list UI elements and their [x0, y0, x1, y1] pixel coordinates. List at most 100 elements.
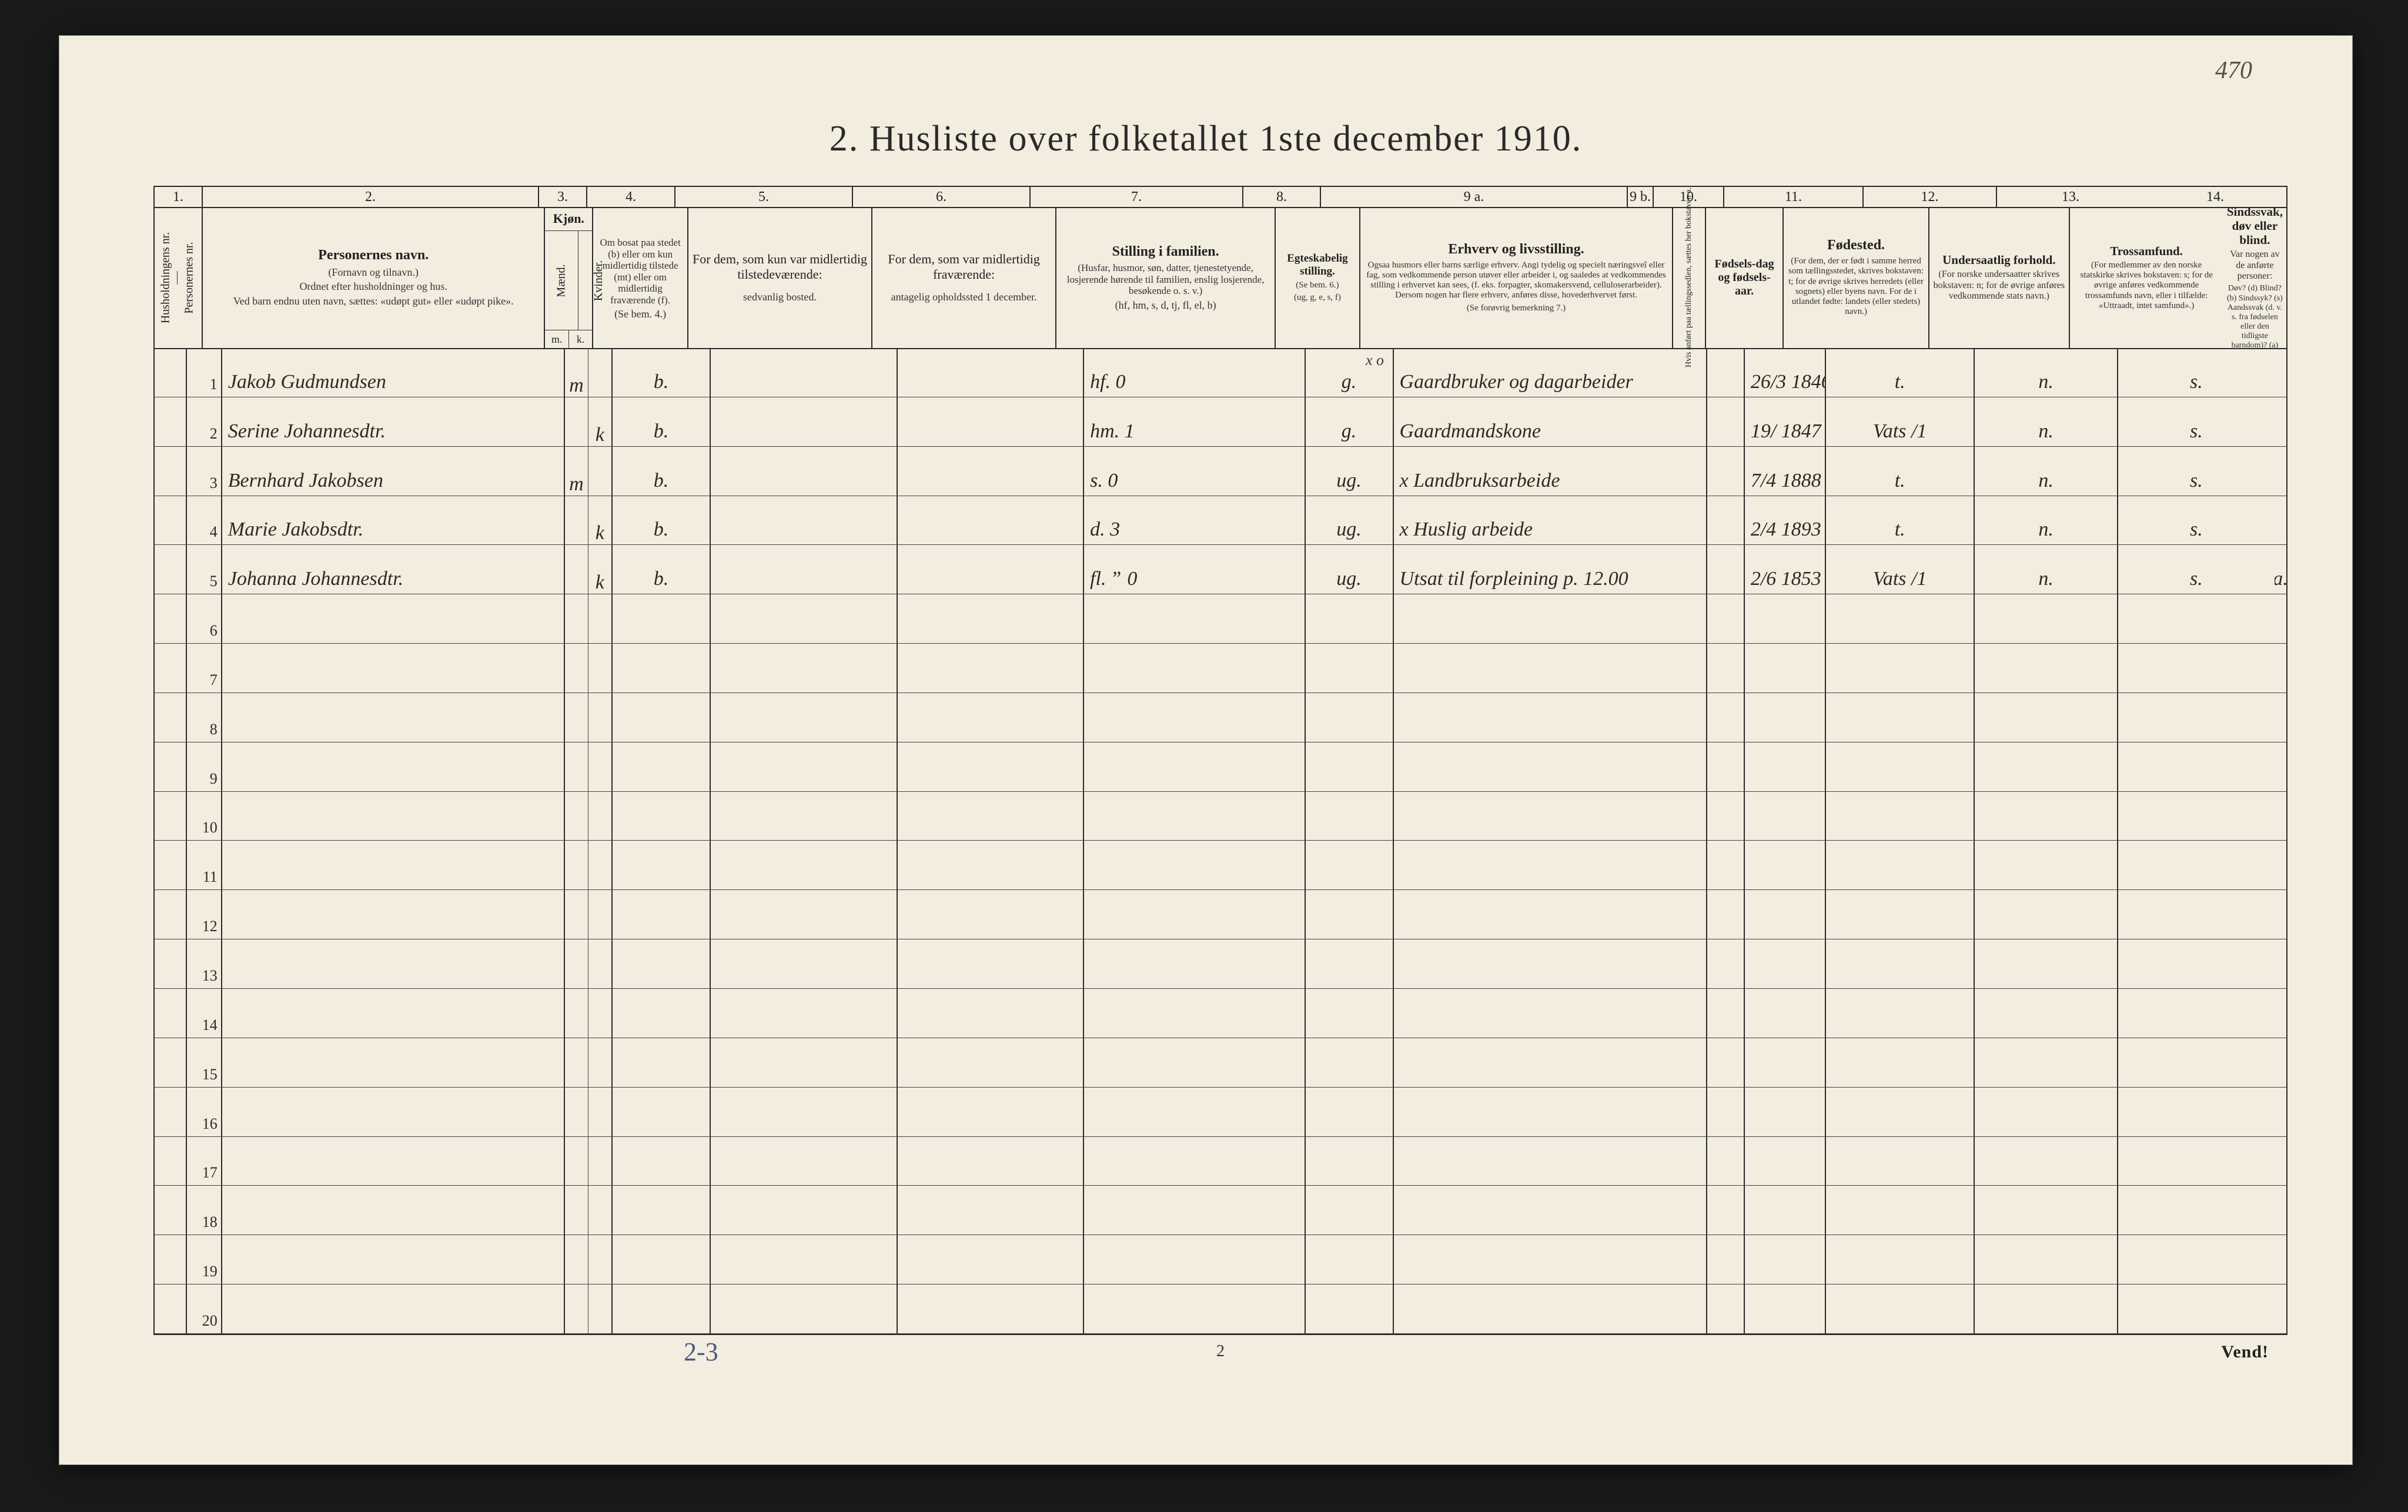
- table-cell: [613, 1235, 711, 1284]
- header-c11-title: Fødested.: [1827, 237, 1885, 254]
- table-cell: [155, 1137, 187, 1186]
- table-cell: [1707, 1235, 1744, 1284]
- cell-kjon: [565, 644, 613, 693]
- table-cell: [898, 1284, 1084, 1333]
- table-cell: t.: [1826, 348, 1975, 397]
- table-cell: hf. 0: [1084, 348, 1305, 397]
- colnum-9a: 9 a.: [1321, 187, 1628, 207]
- table-cell: [898, 1088, 1084, 1136]
- table-cell: [1394, 1186, 1708, 1235]
- table-cell: [1394, 742, 1708, 791]
- table-cell: a.: [2275, 545, 2286, 594]
- table-cell: [1306, 989, 1394, 1038]
- colnum-12: 12.: [1864, 187, 1997, 207]
- table-cell: [1745, 1235, 1826, 1284]
- header-c8-title: Egteskabelig stilling.: [1279, 252, 1356, 278]
- table-cell: s. 0: [1084, 447, 1305, 496]
- table-cell: [1707, 1284, 1744, 1333]
- table-cell: [222, 841, 565, 889]
- cell-kjon: k: [565, 397, 613, 446]
- table-cell: [1707, 545, 1744, 594]
- table-row: 7: [155, 644, 2286, 693]
- table-cell: n.: [1975, 496, 2118, 545]
- table-cell: t.: [1826, 447, 1975, 496]
- table-row: 3Bernhard Jakobsenmb.s. 0ug.x Landbruksa…: [155, 447, 2286, 496]
- table-cell: [898, 693, 1084, 742]
- table-cell: [1306, 693, 1394, 742]
- table-cell: [155, 989, 187, 1038]
- table-cell: [1306, 890, 1394, 939]
- table-cell: [898, 644, 1084, 693]
- table-cell: g.: [1306, 348, 1394, 397]
- header-name-sub3: Ved barn endnu uten navn, sættes: «udøpt…: [233, 295, 514, 307]
- table-cell: [898, 939, 1084, 988]
- table-cell: [1306, 939, 1394, 988]
- table-cell: [898, 1137, 1084, 1186]
- table-cell: [711, 1137, 897, 1186]
- table-cell: [613, 594, 711, 643]
- table-cell: [613, 644, 711, 693]
- table-cell: 19: [187, 1235, 222, 1284]
- table-cell: [898, 1038, 1084, 1087]
- header-col-5: For dem, som kun var midlertidig tilsted…: [688, 207, 872, 348]
- cell-kjon: [565, 1088, 613, 1136]
- table-cell: [711, 1186, 897, 1235]
- table-cell: [1707, 397, 1744, 446]
- cell-kjon: k: [565, 545, 613, 594]
- table-cell: 12: [187, 890, 222, 939]
- page-number-handwritten: 470: [2215, 56, 2252, 85]
- table-cell: [2275, 792, 2286, 841]
- table-cell: [711, 1088, 897, 1136]
- table-cell: [1975, 1284, 2118, 1333]
- header-c14-sub: Var nogen av de anførte personer:: [2227, 249, 2283, 282]
- table-cell: [711, 1235, 897, 1284]
- table-cell: [898, 496, 1084, 545]
- table-cell: t.: [1826, 496, 1975, 545]
- cell-kjon-k: [588, 693, 611, 742]
- table-cell: [711, 792, 897, 841]
- table-cell: [1745, 841, 1826, 889]
- table-cell: [155, 890, 187, 939]
- header-col-3: Kjøn. Mænd. Kvinder. m. k.: [545, 207, 593, 348]
- table-cell: [1707, 1186, 1744, 1235]
- table-cell: [1975, 841, 2118, 889]
- table-cell: [711, 397, 897, 446]
- table-cell: [1084, 644, 1305, 693]
- cell-kjon-m: [565, 1186, 588, 1235]
- cell-kjon: [565, 594, 613, 643]
- colnum-6: 6.: [853, 187, 1031, 207]
- table-cell: [2118, 644, 2275, 693]
- table-cell: [898, 890, 1084, 939]
- header-col-9a: Erhverv og livsstilling. Ogsaa husmors e…: [1360, 207, 1673, 348]
- cell-kjon-m: [565, 397, 588, 446]
- table-cell: [1084, 792, 1305, 841]
- table-cell: [1745, 1186, 1826, 1235]
- table-cell: b.: [613, 348, 711, 397]
- table-cell: [898, 1186, 1084, 1235]
- table-cell: [222, 1137, 565, 1186]
- table-cell: [1745, 1038, 1826, 1087]
- table-cell: x Huslig arbeide: [1394, 496, 1708, 545]
- table-cell: [1306, 841, 1394, 889]
- table-cell: Vats /1: [1826, 397, 1975, 446]
- cell-kjon: [565, 742, 613, 791]
- colnum-3: 3.: [539, 187, 587, 207]
- header-c9-sub: Ogsaa husmors eller barns særlige erhver…: [1364, 260, 1668, 301]
- table-cell: [1394, 1038, 1708, 1087]
- table-cell: [2118, 890, 2275, 939]
- table-cell: 20: [187, 1284, 222, 1333]
- table-cell: b.: [613, 447, 711, 496]
- table-cell: [155, 594, 187, 643]
- header-col-10: Fødsels-dag og fødsels-aar.: [1706, 207, 1784, 348]
- table-row: 14: [155, 989, 2286, 1038]
- header-c9b: Hvis anført paa tællingssedlen, sættes h…: [1684, 188, 1694, 367]
- table-cell: [222, 1088, 565, 1136]
- table-cell: [1826, 1235, 1975, 1284]
- table-cell: [2275, 496, 2286, 545]
- table-cell: [1084, 594, 1305, 643]
- header-maend: Mænd.: [555, 264, 568, 297]
- table-cell: [155, 1284, 187, 1333]
- cell-kjon-m: [565, 644, 588, 693]
- header-c10: Fødsels-dag og fødsels-aar.: [1710, 257, 1779, 298]
- cell-kjon-k: [588, 1186, 611, 1235]
